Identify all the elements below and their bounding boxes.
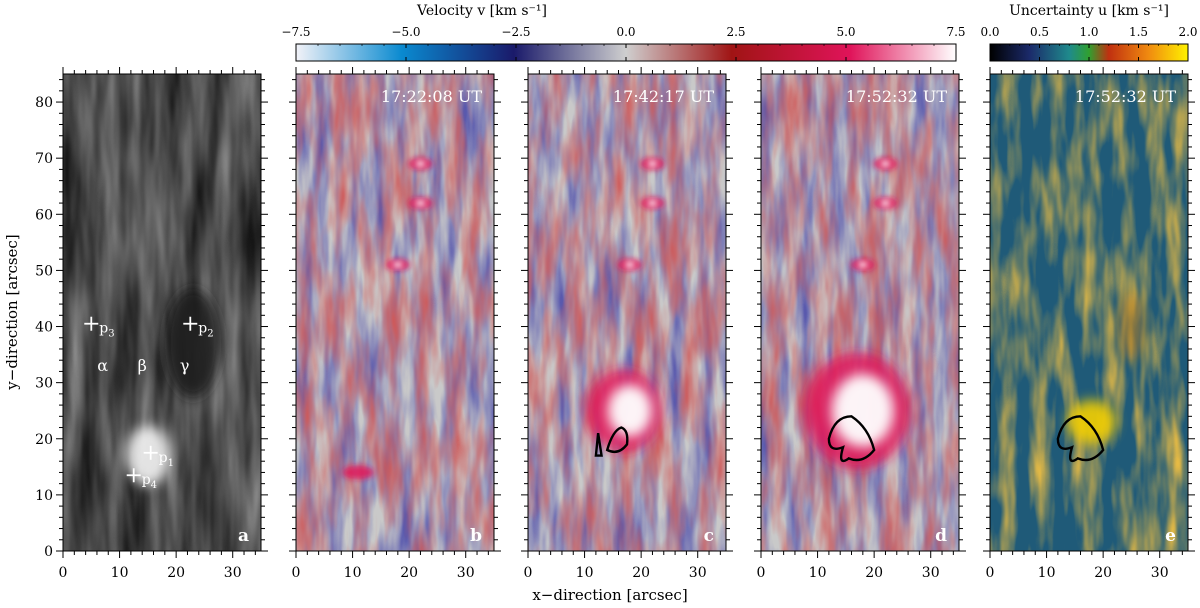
panel-b-ticks: 0 10 20 30 (289, 67, 501, 581)
x-tick-label: 20 (1094, 565, 1112, 581)
region-gamma: γ (180, 356, 190, 375)
x-tick-label: 0 (986, 565, 995, 581)
panel-a-image (63, 74, 261, 551)
x-tick-label: 0 (59, 565, 68, 581)
velocity-colorbar-tick-label: −2.5 (501, 25, 530, 39)
label-p1: p1 (159, 450, 174, 469)
label-p4: p4 (142, 472, 157, 491)
contour-d (827, 415, 876, 463)
panel-c-letter: c (704, 526, 714, 546)
x-tick-label: 0 (524, 565, 533, 581)
panel-b-time: 17:22:08 UT (381, 87, 482, 106)
panel-d-frame (760, 73, 960, 552)
panel-d: 0 10 20 30 17:52:32 UT d (754, 67, 966, 581)
uncertainty-colorbar-tick-label: 0.0 (980, 25, 999, 39)
panels: 0 10 20 30 0 10 20 30 40 50 60 70 80 a p1 p2 p3 p4 α β γ 0 10 2… (35, 67, 1195, 581)
velocity-colorbar-tick-label: 5.0 (836, 25, 855, 39)
x-axis-label: x−direction [arcsec] (532, 586, 687, 604)
contour-c (594, 426, 629, 457)
velocity-colorbar-title: Velocity v [km s⁻¹] (416, 3, 547, 19)
x-tick-label: 10 (111, 565, 129, 581)
x-tick-label: 20 (865, 565, 883, 581)
x-tick-label: 30 (922, 565, 940, 581)
y-tick-label: 30 (35, 376, 53, 392)
x-tick-label: 20 (400, 565, 418, 581)
x-tick-label: 30 (1151, 565, 1169, 581)
panel-b-image (296, 74, 494, 551)
x-tick-label: 10 (809, 565, 827, 581)
panel-b: 0 10 20 30 17:22:08 UT b (289, 67, 501, 581)
label-p3: p3 (99, 321, 114, 340)
y-tick-label: 50 (35, 263, 53, 279)
uncertainty-colorbar-ticks: 0.0 0.5 1.0 1.5 2.0 (980, 25, 1198, 61)
y-tick-label: 0 (44, 544, 53, 560)
y-tick-label: 70 (35, 151, 53, 167)
panel-a-letter: a (238, 526, 249, 546)
uncertainty-colorbar-title: Uncertainty u [km s⁻¹] (1009, 3, 1169, 19)
uncertainty-colorbar-tick-label: 1.5 (1129, 25, 1148, 39)
x-tick-label: 30 (224, 565, 242, 581)
x-tick-label: 30 (689, 565, 707, 581)
uncertainty-colorbar-tick-label: 2.0 (1178, 25, 1197, 39)
uncertainty-colorbar-tick-label: 0.5 (1030, 25, 1049, 39)
panel-c-frame (527, 73, 727, 552)
panel-e: 0 10 20 30 17:52:32 UT e (983, 67, 1195, 581)
panel-c: 0 10 20 30 17:42:17 UT c (521, 67, 733, 581)
y-tick-label: 10 (35, 488, 53, 504)
y-axis-label: y−direction [arcsec] (3, 234, 21, 390)
x-tick-label: 10 (576, 565, 594, 581)
contour-e (1056, 415, 1105, 463)
uncertainty-colorbar-tick-label: 1.0 (1079, 25, 1098, 39)
velocity-colorbar-ticks: −7.5 −5.0 −2.5 0.0 2.5 5.0 7.5 (281, 25, 966, 61)
y-tick-label: 20 (35, 432, 53, 448)
region-alpha: α (97, 356, 108, 375)
panel-e-ticks: 0 10 20 30 (983, 67, 1195, 581)
panel-b-letter: b (470, 526, 482, 546)
panel-d-time: 17:52:32 UT (846, 87, 947, 106)
y-tick-label: 60 (35, 207, 53, 223)
x-tick-label: 20 (167, 565, 185, 581)
panel-a: 0 10 20 30 0 10 20 30 40 50 60 70 80 a p1 p2 p3 p4 α β γ (35, 67, 268, 581)
x-tick-label: 0 (757, 565, 766, 581)
velocity-colorbar-tick-label: −7.5 (281, 25, 310, 39)
velocity-colorbar-tick-label: 7.5 (946, 25, 965, 39)
x-tick-label: 0 (292, 565, 301, 581)
panel-e-frame (989, 73, 1189, 552)
panel-d-image (761, 74, 959, 551)
panel-e-time: 17:52:32 UT (1075, 87, 1176, 106)
panel-c-time: 17:42:17 UT (613, 87, 714, 106)
y-tick-label: 80 (35, 95, 53, 111)
y-tick-label: 40 (35, 320, 53, 336)
panel-d-letter: d (935, 526, 947, 546)
panel-c-ticks: 0 10 20 30 (521, 67, 733, 581)
x-tick-label: 30 (457, 565, 475, 581)
label-p2: p2 (198, 321, 213, 340)
velocity-colorbar-tick-label: −5.0 (391, 25, 420, 39)
x-tick-label: 10 (344, 565, 362, 581)
panel-b-frame (295, 73, 495, 552)
panel-c-image (528, 74, 726, 551)
x-tick-label: 10 (1038, 565, 1056, 581)
panel-d-ticks: 0 10 20 30 (754, 67, 966, 581)
x-tick-label: 20 (632, 565, 650, 581)
panel-a-frame (62, 73, 262, 552)
panel-a-ticks: 0 10 20 30 0 10 20 30 40 50 60 70 80 (35, 67, 268, 581)
velocity-colorbar-tick-label: 0.0 (616, 25, 635, 39)
panel-e-image (990, 74, 1188, 551)
velocity-colorbar-tick-label: 2.5 (726, 25, 745, 39)
panel-e-letter: e (1165, 526, 1176, 546)
region-beta: β (138, 356, 147, 375)
